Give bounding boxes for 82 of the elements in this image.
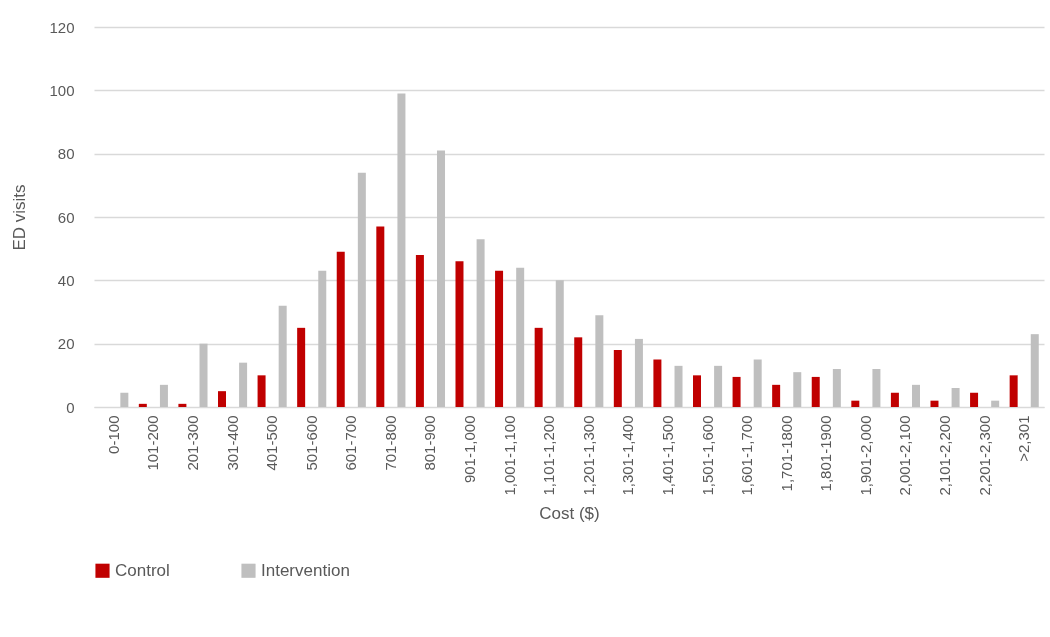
- x-tick-label: 1,201-1,300: [579, 415, 597, 496]
- bar: [159, 384, 168, 407]
- x-tick-label: 501-600: [302, 415, 320, 471]
- bar: [120, 392, 129, 407]
- x-tick-label: 201-300: [183, 415, 201, 471]
- bar: [793, 372, 802, 407]
- bar: [1030, 334, 1039, 407]
- bar: [772, 384, 781, 407]
- x-tick-label: 1,401-1,500: [658, 415, 676, 496]
- x-axis-title: Cost ($): [539, 503, 600, 523]
- bar: [199, 343, 208, 407]
- bar: [437, 150, 446, 407]
- bar: [753, 359, 762, 407]
- y-tick-label: 20: [57, 335, 75, 353]
- bar: [674, 365, 683, 407]
- x-tick-label: 1,001-1,100: [500, 415, 518, 496]
- x-tick-label: 1,701-1800: [777, 415, 795, 492]
- bar: [318, 270, 327, 407]
- x-tick-label: 901-1,000: [461, 415, 479, 484]
- bar: [415, 255, 424, 407]
- x-tick-label: 1,301-1,400: [619, 415, 637, 496]
- x-tick-label: 701-800: [381, 415, 399, 471]
- bar: [476, 239, 485, 407]
- x-tick-label: 2,001-2,100: [896, 415, 914, 496]
- bar: [397, 93, 406, 407]
- x-tick-label: 2,201-2,300: [975, 415, 993, 496]
- bar: [851, 400, 860, 407]
- x-tick-label: 0-100: [104, 415, 122, 454]
- x-tick-label: 601-700: [342, 415, 360, 471]
- x-tick-label: 301-400: [223, 415, 241, 471]
- bar: [732, 376, 741, 407]
- bar: [574, 337, 583, 407]
- bar: [455, 261, 464, 407]
- bar: [257, 375, 266, 407]
- bar: [890, 392, 899, 407]
- x-tick-label: 401-500: [263, 415, 281, 471]
- bar: [495, 270, 504, 407]
- bar: [138, 403, 147, 407]
- x-tick-label: 801-900: [421, 415, 439, 471]
- bar: [634, 338, 643, 407]
- bar: [872, 369, 881, 407]
- x-tick-label: 1,901-2,000: [856, 415, 874, 496]
- bar: [714, 365, 723, 407]
- x-tick-label: >2,301: [1015, 415, 1033, 462]
- bar: [970, 392, 979, 407]
- y-axis-title: ED visits: [10, 184, 30, 251]
- bar: [555, 280, 564, 407]
- bar: [930, 400, 939, 407]
- bar: [516, 267, 525, 407]
- bar: [239, 362, 248, 407]
- bar: [692, 375, 701, 407]
- bar: [1009, 375, 1018, 407]
- bar: [912, 384, 921, 407]
- y-tick-label: 0: [66, 398, 75, 416]
- x-tick-label: 2,101-2,200: [936, 415, 954, 496]
- bar: [178, 403, 187, 407]
- x-tick-label: 101-200: [144, 415, 162, 471]
- y-tick-label: 60: [57, 208, 75, 226]
- y-tick-label: 100: [49, 81, 75, 99]
- legend-label: Control: [115, 560, 170, 580]
- bar: [376, 226, 385, 407]
- bar: [613, 350, 622, 407]
- bar: [653, 359, 662, 407]
- y-tick-label: 120: [49, 18, 75, 36]
- x-tick-label: 1,101-1,200: [540, 415, 558, 496]
- bar: [278, 305, 287, 407]
- x-tick-label: 1,501-1,600: [698, 415, 716, 496]
- x-tick-label: 1,801-1900: [817, 415, 835, 492]
- bar: [811, 376, 820, 407]
- bar: [991, 400, 1000, 407]
- y-tick-label: 40: [57, 271, 75, 289]
- bar: [595, 315, 604, 407]
- bar: [951, 388, 960, 407]
- bar: [336, 251, 345, 407]
- bar: [357, 172, 366, 407]
- bar: [217, 391, 226, 407]
- bar: [832, 369, 841, 407]
- y-tick-label: 80: [57, 145, 75, 163]
- legend-label: Intervention: [261, 560, 350, 580]
- x-tick-label: 1,601-1,700: [738, 415, 756, 496]
- bar: [297, 327, 306, 407]
- bar: [534, 327, 543, 407]
